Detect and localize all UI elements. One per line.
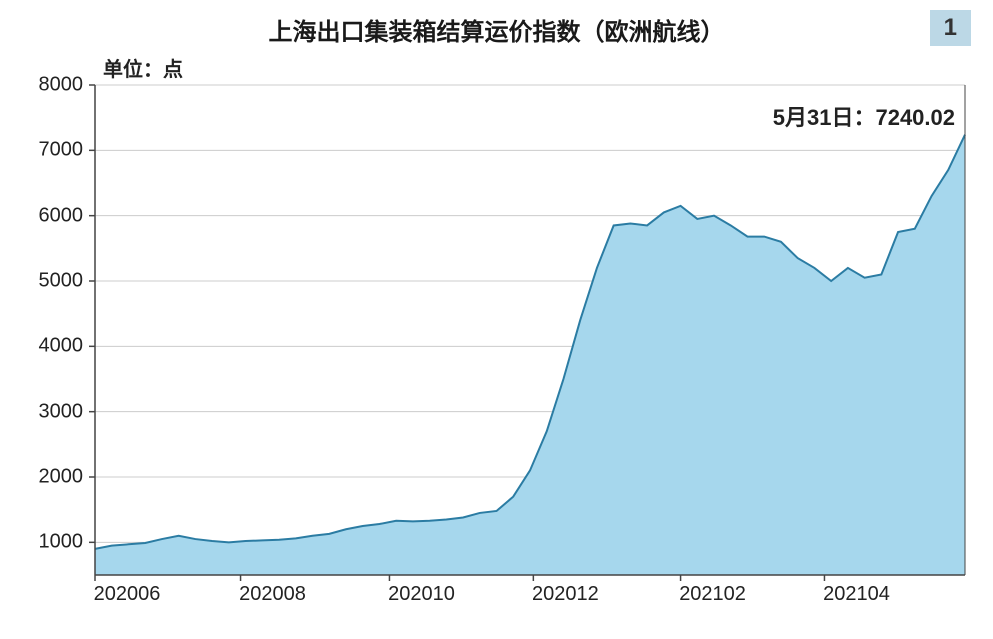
chart-container: { "chart": { "type": "area", "title": "上… [0,0,993,639]
y-tick-label: 1000 [0,531,83,554]
x-tick-label: 202008 [239,583,306,606]
y-tick-label: 5000 [0,270,83,293]
x-tick-label: 202104 [823,583,890,606]
y-tick-label: 7000 [0,139,83,162]
x-tick-label: 202012 [532,583,599,606]
y-tick-label: 2000 [0,466,83,489]
y-tick-label: 8000 [0,74,83,97]
y-tick-label: 6000 [0,204,83,227]
x-tick-label: 202006 [94,583,161,606]
y-tick-label: 3000 [0,400,83,423]
x-tick-label: 202102 [679,583,746,606]
x-tick-label: 202010 [388,583,455,606]
plot-area [0,0,993,639]
y-tick-label: 4000 [0,335,83,358]
